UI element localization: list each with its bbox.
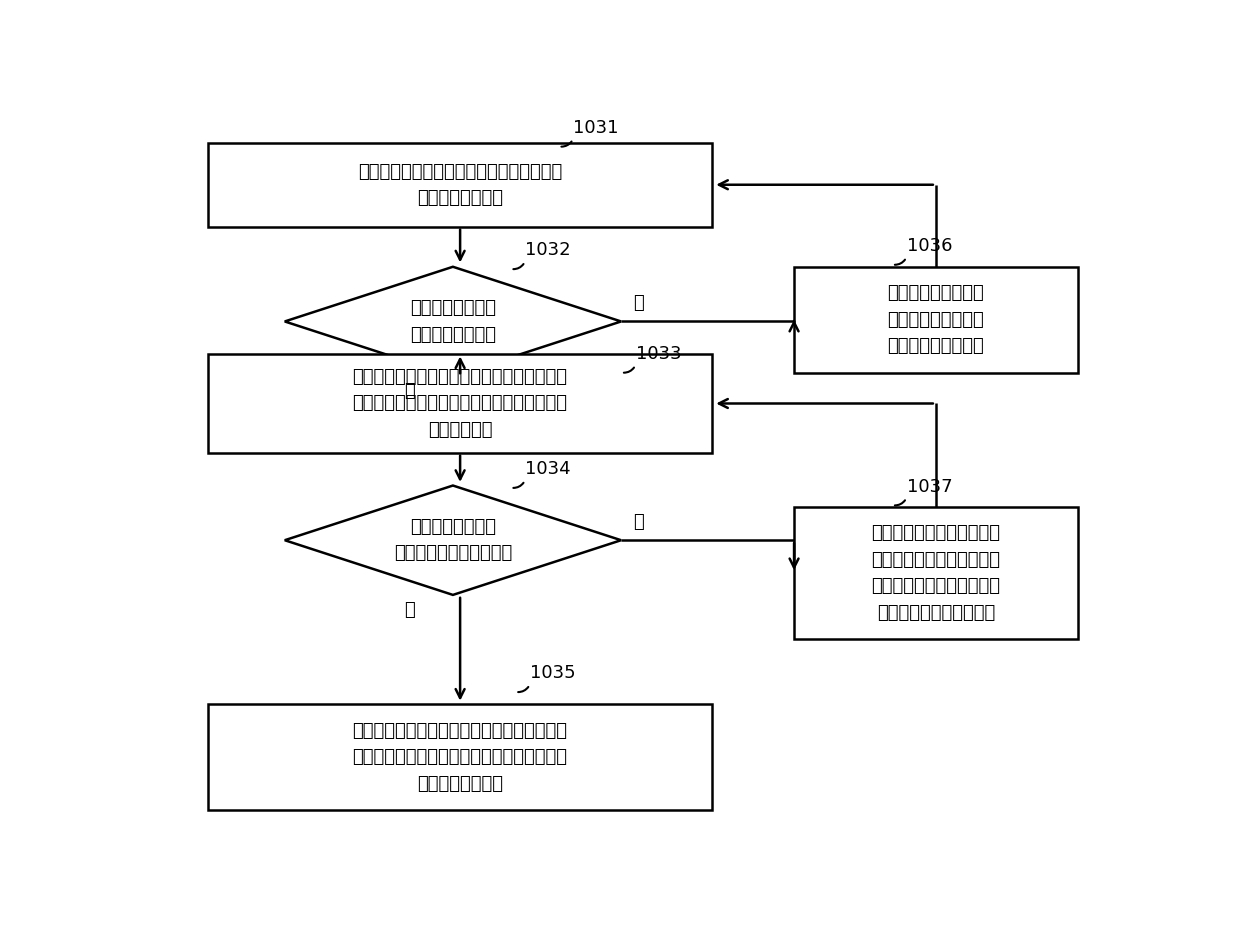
Text: 否: 否 (634, 512, 645, 530)
Text: 判断轨迹预报计算
时间是否大于总预报时间: 判断轨迹预报计算 时间是否大于总预报时间 (394, 518, 512, 563)
Text: 1035: 1035 (529, 665, 575, 683)
FancyBboxPatch shape (794, 267, 1078, 372)
Text: 是: 是 (404, 600, 415, 618)
Text: 1033: 1033 (635, 345, 681, 363)
Text: 将第一相对速度与初始脉冲进行矢量相加，
得到第一矢量速度: 将第一相对速度与初始脉冲进行矢量相加， 得到第一矢量速度 (358, 163, 562, 207)
Text: 否: 否 (634, 294, 645, 312)
Text: 1036: 1036 (906, 237, 952, 255)
FancyBboxPatch shape (208, 143, 713, 226)
Text: 1031: 1031 (573, 119, 619, 137)
Text: 1034: 1034 (525, 460, 570, 478)
FancyBboxPatch shape (208, 354, 713, 453)
FancyBboxPatch shape (208, 705, 713, 810)
Text: 调整相对运动方程解
算步长，直至数据输
出长度小于设定阈値: 调整相对运动方程解 算步长，直至数据输 出长度小于设定阈値 (888, 284, 985, 355)
Text: 判断数据输出长度
是否小于设定阈値: 判断数据输出长度 是否小于设定阈値 (410, 299, 496, 344)
Polygon shape (285, 267, 621, 376)
Text: 是: 是 (404, 382, 415, 400)
Polygon shape (285, 486, 621, 595)
Text: 1037: 1037 (906, 477, 952, 495)
Text: 1032: 1032 (525, 241, 570, 259)
Text: 将下一步长时间点下的相对导航坐标系下的航
天器相对速度与终端制动脉冲进行矢量相加，
得到第二矢量速度: 将下一步长时间点下的相对导航坐标系下的航 天器相对速度与终端制动脉冲进行矢量相加… (352, 722, 568, 793)
Text: 解算得到下一步长时间点下的相对导航坐标系
下的航天器相对位置和相对速度，并累加轨迹
预报计算时间: 解算得到下一步长时间点下的相对导航坐标系 下的航天器相对位置和相对速度，并累加轨… (352, 368, 568, 438)
Text: 解算得到下下一步长时间点
下的相对导航坐标系下的航
天器相对位置和相对速度，
并累加轨迹预报计算时间: 解算得到下下一步长时间点 下的相对导航坐标系下的航 天器相对位置和相对速度， 并… (872, 525, 1001, 621)
FancyBboxPatch shape (794, 508, 1078, 638)
